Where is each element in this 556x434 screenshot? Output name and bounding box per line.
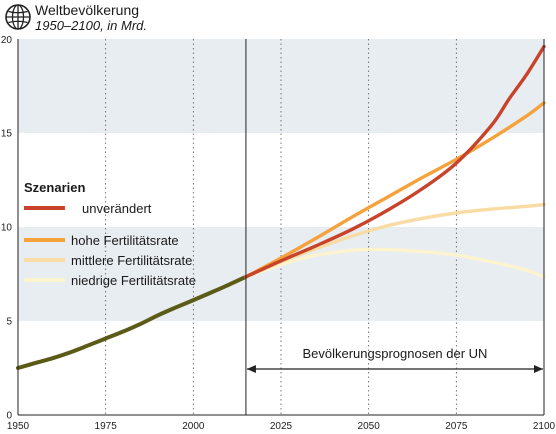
annotation-arrowhead-right [534, 365, 543, 373]
x-tick-label: 2100 [533, 421, 556, 432]
series-line [244, 247, 546, 279]
x-tick-label: 2025 [270, 421, 293, 432]
y-tick-label: 10 [1, 223, 13, 234]
annotation: Bevölkerungsprognosen der UN [246, 346, 543, 373]
y-tick-label: 15 [1, 129, 13, 140]
axes [17, 39, 545, 416]
chart-header: Weltbevölkerung 1950–2100, in Mrd. [0, 0, 556, 36]
background-band [18, 39, 544, 133]
series-line [244, 44, 546, 279]
chart-title: Weltbevölkerung [35, 2, 140, 18]
legend-label: hohe Fertilitätsrate [71, 233, 179, 248]
series-line [244, 101, 546, 279]
legend: Szenarien unverändert hohe Fertilitätsrate… [24, 180, 196, 288]
annotation-label: Bevölkerungsprognosen der UN [302, 346, 487, 361]
legend-label: niedrige Fertilitätsrate [71, 273, 196, 288]
y-tick-label: 5 [6, 317, 12, 328]
series-line-historical [16, 274, 248, 370]
x-tick-label: 1975 [95, 421, 118, 432]
series-lines [16, 44, 546, 370]
legend-title: Szenarien [24, 180, 85, 195]
legend-label: mittlere Fertilitätsrate [71, 253, 192, 268]
tick-labels: 0 5 10 15 20 1950 1975 2000 2025 2050 2075 2100 [1, 35, 556, 432]
globe-icon [5, 4, 31, 30]
chart-subtitle: 1950–2100, in Mrd. [35, 18, 148, 33]
x-tick-label: 2000 [182, 421, 205, 432]
x-tick-label: 2050 [358, 421, 381, 432]
x-tick-label: 2075 [445, 421, 468, 432]
y-tick-label: 0 [6, 411, 12, 422]
annotation-arrowhead-left [246, 365, 256, 373]
legend-label: unverändert [82, 201, 152, 216]
x-tick-label: 1950 [7, 421, 30, 432]
y-tick-label: 20 [1, 35, 13, 46]
